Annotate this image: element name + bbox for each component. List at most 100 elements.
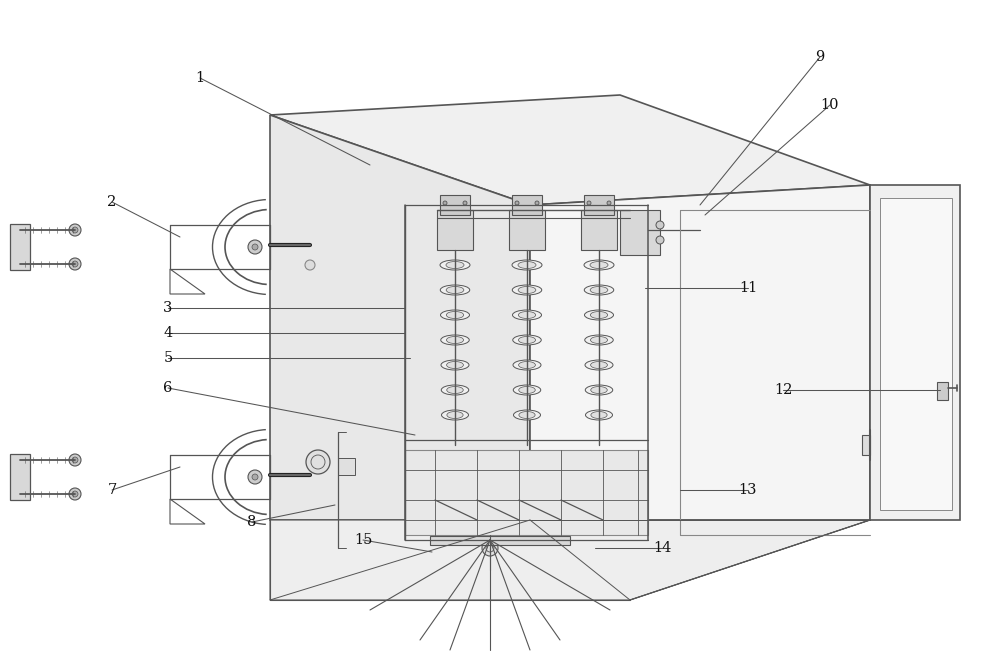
Ellipse shape xyxy=(441,335,469,345)
Polygon shape xyxy=(338,458,355,475)
Ellipse shape xyxy=(446,337,464,343)
Ellipse shape xyxy=(591,386,607,394)
Polygon shape xyxy=(512,195,542,215)
Ellipse shape xyxy=(441,360,469,370)
Circle shape xyxy=(443,201,447,205)
Ellipse shape xyxy=(585,360,613,370)
Text: 10: 10 xyxy=(821,98,839,112)
Polygon shape xyxy=(509,210,545,250)
Text: 2: 2 xyxy=(107,195,117,209)
Text: 14: 14 xyxy=(653,541,671,555)
Ellipse shape xyxy=(518,286,536,293)
Polygon shape xyxy=(10,224,30,270)
Ellipse shape xyxy=(585,385,613,395)
Ellipse shape xyxy=(584,285,614,295)
Text: 5: 5 xyxy=(163,351,173,365)
Ellipse shape xyxy=(512,310,542,320)
Text: 7: 7 xyxy=(107,483,117,497)
Ellipse shape xyxy=(584,310,614,320)
Polygon shape xyxy=(862,435,870,455)
Circle shape xyxy=(482,540,498,556)
Text: 13: 13 xyxy=(739,483,757,497)
Text: 1: 1 xyxy=(195,71,205,85)
Text: 11: 11 xyxy=(739,281,757,295)
Circle shape xyxy=(69,488,81,500)
Ellipse shape xyxy=(446,312,464,318)
Polygon shape xyxy=(430,536,570,545)
Polygon shape xyxy=(270,520,870,600)
Polygon shape xyxy=(581,210,617,250)
Polygon shape xyxy=(270,115,530,520)
Text: 9: 9 xyxy=(815,50,825,64)
Ellipse shape xyxy=(584,260,614,270)
Circle shape xyxy=(69,258,81,270)
Circle shape xyxy=(252,244,258,250)
Ellipse shape xyxy=(440,310,470,320)
Ellipse shape xyxy=(442,410,468,420)
Ellipse shape xyxy=(513,360,541,370)
Ellipse shape xyxy=(518,261,536,269)
Ellipse shape xyxy=(446,261,464,269)
Polygon shape xyxy=(620,210,660,255)
Ellipse shape xyxy=(585,335,613,345)
Ellipse shape xyxy=(519,362,535,369)
Ellipse shape xyxy=(586,410,612,420)
Circle shape xyxy=(72,227,78,233)
Ellipse shape xyxy=(447,362,463,369)
Circle shape xyxy=(72,261,78,267)
Circle shape xyxy=(305,260,315,270)
Ellipse shape xyxy=(440,260,470,270)
Ellipse shape xyxy=(447,411,463,419)
Circle shape xyxy=(515,201,519,205)
Circle shape xyxy=(656,236,664,244)
Text: 4: 4 xyxy=(163,326,173,340)
Circle shape xyxy=(69,454,81,466)
Polygon shape xyxy=(530,185,870,520)
Ellipse shape xyxy=(514,410,540,420)
Polygon shape xyxy=(440,195,470,215)
Polygon shape xyxy=(937,382,948,400)
Polygon shape xyxy=(880,198,952,510)
Polygon shape xyxy=(584,195,614,215)
Circle shape xyxy=(69,224,81,236)
Text: 6: 6 xyxy=(163,381,173,395)
Ellipse shape xyxy=(591,362,607,369)
Circle shape xyxy=(72,457,78,463)
Circle shape xyxy=(607,201,611,205)
Polygon shape xyxy=(437,210,473,250)
Polygon shape xyxy=(10,454,30,500)
Circle shape xyxy=(248,240,262,254)
Text: 15: 15 xyxy=(354,533,372,547)
Circle shape xyxy=(656,221,664,229)
Circle shape xyxy=(72,491,78,497)
Circle shape xyxy=(535,201,539,205)
Polygon shape xyxy=(405,450,648,535)
Ellipse shape xyxy=(440,285,470,295)
Circle shape xyxy=(587,201,591,205)
Circle shape xyxy=(248,470,262,484)
Circle shape xyxy=(306,450,330,474)
Ellipse shape xyxy=(518,312,536,318)
Text: 3: 3 xyxy=(163,301,173,315)
Text: 12: 12 xyxy=(774,383,792,397)
Ellipse shape xyxy=(513,335,541,345)
Ellipse shape xyxy=(447,386,463,394)
Ellipse shape xyxy=(512,285,542,295)
Ellipse shape xyxy=(590,286,608,293)
Ellipse shape xyxy=(512,260,542,270)
Ellipse shape xyxy=(590,261,608,269)
Ellipse shape xyxy=(446,286,464,293)
Ellipse shape xyxy=(591,411,607,419)
Ellipse shape xyxy=(519,386,535,394)
Ellipse shape xyxy=(590,312,608,318)
Polygon shape xyxy=(870,185,960,520)
Text: 8: 8 xyxy=(247,515,257,529)
Ellipse shape xyxy=(513,385,541,395)
Polygon shape xyxy=(270,95,870,205)
Circle shape xyxy=(463,201,467,205)
Ellipse shape xyxy=(518,337,536,343)
Circle shape xyxy=(252,474,258,480)
Ellipse shape xyxy=(590,337,608,343)
Ellipse shape xyxy=(519,411,535,419)
Ellipse shape xyxy=(441,385,469,395)
